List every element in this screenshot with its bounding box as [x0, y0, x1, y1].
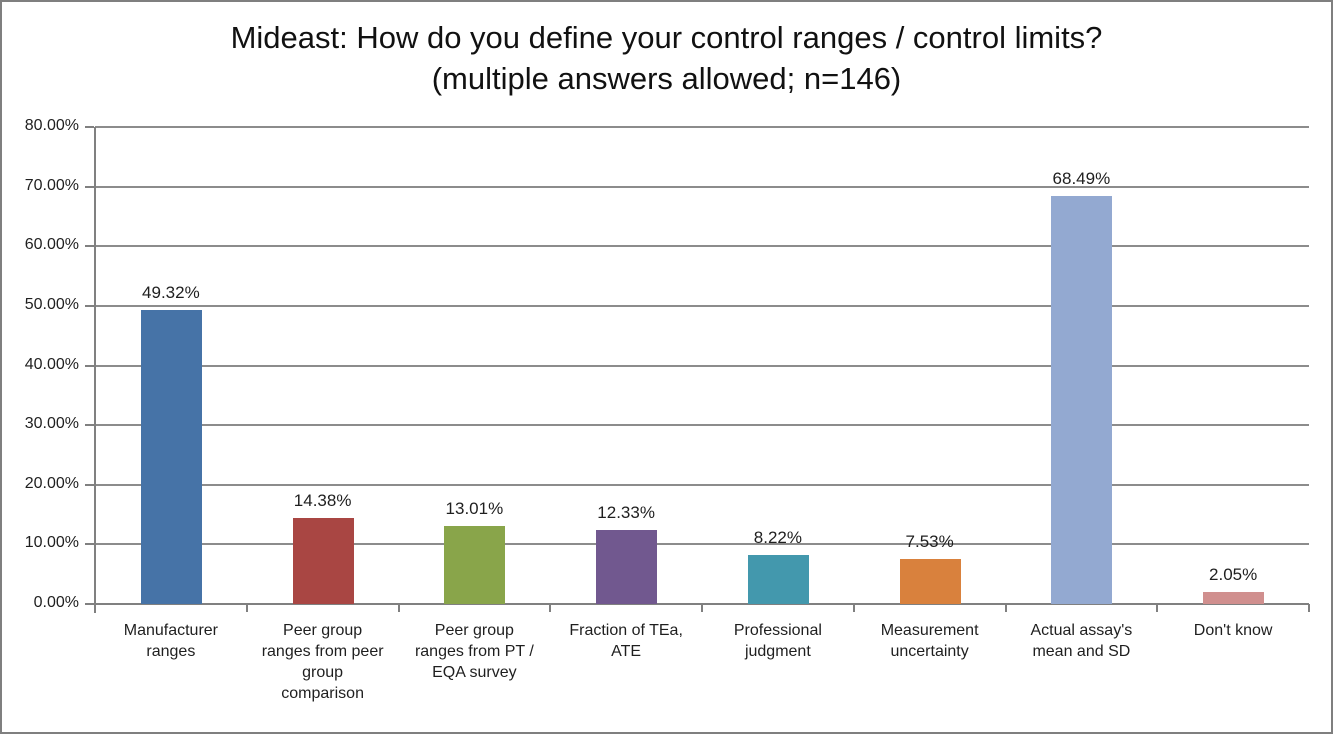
x-axis-tick [1004, 604, 1007, 612]
bar [444, 526, 506, 604]
x-axis-tick [397, 604, 400, 612]
bar-value-label: 13.01% [445, 499, 504, 519]
y-axis-tick-label: 50.00% [24, 295, 79, 313]
y-axis-tick [85, 245, 94, 248]
bar-value-label: 12.33% [597, 503, 655, 523]
x-axis-tick [1156, 604, 1159, 612]
bar-value-label: 14.38% [293, 491, 352, 511]
y-axis-tick [85, 304, 94, 307]
x-axis-tick [1308, 604, 1310, 612]
bar-value-label: 8.22% [753, 527, 802, 547]
gridline [95, 543, 1309, 546]
bar [140, 309, 202, 604]
category-label: Manufacturer ranges [123, 622, 218, 661]
y-axis-tick-label: 0.00% [33, 594, 79, 611]
bar [747, 554, 809, 604]
category-label: Professional judgment [733, 622, 822, 661]
y-axis-tick-label: 10.00% [24, 534, 79, 552]
bar-value-label: 49.32% [142, 282, 200, 302]
y-axis-tick [85, 364, 94, 367]
x-axis-tick [245, 604, 248, 612]
y-axis-tick-label: 80.00% [24, 117, 79, 134]
y-axis-tick-label: 60.00% [24, 236, 79, 254]
y-axis-tick-label: 30.00% [24, 415, 79, 433]
y-axis-tick [85, 424, 94, 427]
category-label: Measurement uncertainty [880, 622, 979, 661]
bar [899, 559, 961, 604]
gridline [95, 424, 1309, 427]
x-axis-tick [549, 604, 552, 612]
gridline [95, 304, 1309, 307]
gridline [95, 126, 1309, 128]
y-axis-tick [85, 185, 94, 188]
x-axis-tick [701, 604, 703, 612]
y-axis-tick [85, 126, 94, 128]
gridline [95, 245, 1309, 248]
category-label: Peer group ranges from peer group compariso… [261, 622, 384, 703]
bar [1051, 195, 1113, 604]
category-label: Don't know [1193, 622, 1273, 639]
bar-value-label: 68.49% [1052, 168, 1111, 188]
gridline [95, 483, 1309, 486]
bar [596, 530, 658, 604]
bar-value-label: 2.05% [1209, 564, 1258, 584]
chart-title: Mideast: How do you define your control … [230, 20, 1103, 96]
y-axis-tick [85, 603, 94, 605]
bar-value-label: 7.53% [905, 532, 954, 552]
category-label: Fraction of TEa, ATE [569, 622, 683, 661]
x-axis-tick [852, 604, 855, 612]
bar [292, 518, 354, 604]
y-axis-tick-label: 20.00% [24, 474, 79, 492]
x-axis-tick [94, 604, 96, 612]
y-axis-tick-label: 40.00% [24, 355, 79, 373]
y-axis-tick [85, 483, 94, 486]
gridline [95, 364, 1309, 367]
category-label: Peer group ranges from PT / EQA survey [414, 622, 534, 682]
y-axis-line [94, 127, 96, 613]
gridline [95, 185, 1309, 188]
bar [1203, 591, 1265, 604]
y-axis-tick [85, 543, 94, 546]
category-label: Actual assay's mean and SD [1030, 622, 1133, 661]
y-axis-tick-label: 70.00% [24, 176, 79, 194]
